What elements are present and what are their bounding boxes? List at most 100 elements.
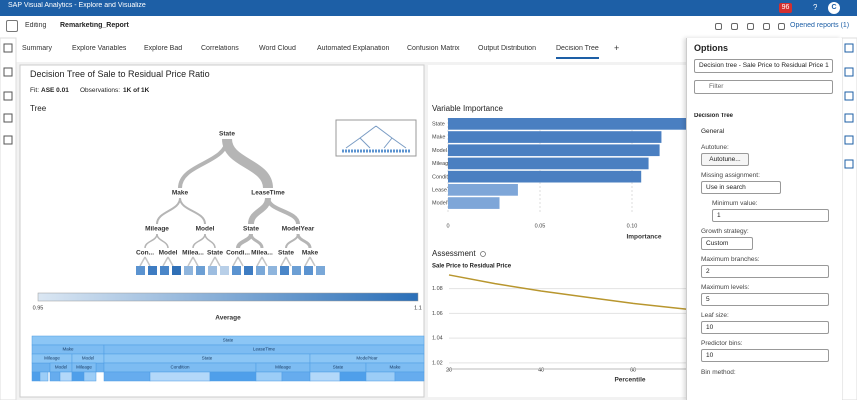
icicle-leaf bbox=[209, 371, 257, 382]
group-header[interactable]: General bbox=[701, 128, 725, 135]
leaf-branch bbox=[256, 256, 268, 267]
tree-leaf-label: State bbox=[207, 250, 223, 257]
y-tick-label: Condition bbox=[432, 174, 455, 180]
y-tick-label: 1.06 bbox=[432, 311, 443, 317]
tab[interactable]: Summary bbox=[22, 45, 52, 52]
field-label: Missing assignment: bbox=[701, 172, 760, 179]
field-input[interactable]: Custom bbox=[701, 237, 753, 250]
icicle-leaf bbox=[339, 371, 367, 382]
icicle-cell bbox=[95, 362, 105, 373]
tab[interactable]: Confusion Matrix bbox=[407, 45, 460, 52]
leaf-node bbox=[244, 266, 253, 275]
tab[interactable]: Word Cloud bbox=[259, 45, 296, 52]
tree-leaf-label: State bbox=[278, 250, 294, 257]
field-label: Predictor bins: bbox=[701, 340, 743, 347]
notification-badge[interactable]: 96 bbox=[779, 3, 792, 13]
icicle-label: LeaseTime bbox=[253, 347, 276, 352]
leaf-node bbox=[136, 266, 145, 275]
field-input[interactable]: 2 bbox=[701, 265, 829, 278]
leaf-node bbox=[268, 266, 277, 275]
field-label: Maximum levels: bbox=[701, 284, 750, 291]
leaf-node bbox=[316, 266, 325, 275]
toolbar-icon[interactable] bbox=[778, 23, 785, 30]
fit-label: Fit: bbox=[30, 87, 40, 94]
help-button[interactable]: ? bbox=[813, 3, 818, 12]
icicle-leaf bbox=[103, 371, 151, 382]
mode-label: Editing bbox=[25, 22, 47, 29]
tree-branch bbox=[156, 233, 169, 249]
tree-branch bbox=[249, 233, 264, 249]
icicle-cell bbox=[31, 362, 51, 373]
y-tick-label: Mileage bbox=[432, 161, 451, 167]
info-icon bbox=[480, 251, 486, 257]
icicle-label: ModelYear bbox=[356, 356, 378, 361]
app-title: SAP Visual Analytics - Explore and Visua… bbox=[8, 2, 146, 9]
icicle-leaf bbox=[365, 371, 396, 382]
tree-node-label: State bbox=[219, 131, 235, 138]
app-bar bbox=[0, 0, 857, 16]
tab[interactable]: Decision Tree bbox=[556, 45, 599, 59]
tab[interactable]: Explore Bad bbox=[144, 45, 183, 52]
legend-min: 0.95 bbox=[33, 305, 44, 311]
x-tick-label: 0 bbox=[446, 223, 449, 229]
y-tick-label: State bbox=[432, 121, 445, 127]
field-input[interactable]: 10 bbox=[701, 321, 829, 334]
leaf-node bbox=[172, 266, 181, 275]
toolbar-icon[interactable] bbox=[715, 23, 722, 30]
bar bbox=[448, 157, 649, 170]
tab[interactable]: Explore Variables bbox=[72, 45, 127, 52]
icicle-label: Condition bbox=[170, 365, 190, 370]
bar bbox=[448, 197, 500, 209]
field-input[interactable]: 10 bbox=[701, 349, 829, 362]
tree-title: Tree bbox=[30, 104, 47, 113]
x-tick-label: 0.05 bbox=[535, 223, 546, 229]
add-tab[interactable]: + bbox=[614, 43, 620, 53]
field-label: Bin method: bbox=[701, 369, 736, 376]
filter-input[interactable]: Filter bbox=[694, 80, 833, 94]
option-icon bbox=[844, 43, 854, 53]
tree-overview-shape bbox=[345, 125, 407, 149]
field-input[interactable]: Use in search bbox=[701, 181, 781, 194]
nav-icon bbox=[3, 135, 13, 145]
leaf-node bbox=[196, 266, 205, 275]
tree-node-label: Mileage bbox=[145, 226, 169, 233]
toolbar-icon[interactable] bbox=[731, 23, 738, 30]
icicle-leaf bbox=[149, 371, 211, 382]
y-tick-label: Model bbox=[432, 148, 447, 154]
leaf-node bbox=[232, 266, 241, 275]
edit-button[interactable] bbox=[6, 20, 18, 32]
y-tick-label: LeaseTime bbox=[432, 187, 459, 193]
icicle-label: State bbox=[223, 338, 234, 343]
option-icon bbox=[844, 67, 854, 77]
field-input[interactable]: 5 bbox=[701, 293, 829, 306]
tab[interactable]: Output Distribution bbox=[478, 45, 536, 52]
model-select[interactable]: Decision tree - Sale Price to Residual P… bbox=[694, 59, 833, 73]
obs-label: Observations: bbox=[80, 87, 121, 94]
toolbar-icon[interactable] bbox=[747, 23, 754, 30]
icicle-leaf bbox=[59, 371, 73, 382]
leaf-node bbox=[280, 266, 289, 275]
field-input[interactable]: 1 bbox=[712, 209, 829, 222]
tab[interactable]: Correlations bbox=[201, 45, 239, 52]
chart-title: Assessment bbox=[432, 249, 476, 258]
tree-branch bbox=[266, 197, 300, 225]
leaf-branch bbox=[209, 256, 221, 267]
user-avatar[interactable]: C bbox=[828, 2, 840, 14]
leaf-node bbox=[292, 266, 301, 275]
legend-max: 1.1 bbox=[414, 305, 422, 311]
option-icon bbox=[844, 135, 854, 145]
y-tick-label: ModelYear bbox=[432, 201, 458, 207]
icicle-leaf bbox=[31, 371, 41, 382]
tab[interactable]: Automated Explanation bbox=[317, 45, 390, 52]
leaf-node bbox=[184, 266, 193, 275]
chart-subtitle: Sale Price to Residual Price bbox=[432, 264, 512, 270]
nav-icon bbox=[3, 43, 13, 53]
autotune-button[interactable]: Autotune... bbox=[701, 153, 749, 166]
field-label: Autotune: bbox=[701, 144, 729, 151]
tree-node-label: Make bbox=[172, 190, 189, 197]
toolbar-icon[interactable] bbox=[763, 23, 770, 30]
opened-reports[interactable]: Opened reports (1) bbox=[790, 22, 850, 29]
bar bbox=[448, 131, 662, 143]
icicle-label: Make bbox=[62, 347, 74, 352]
